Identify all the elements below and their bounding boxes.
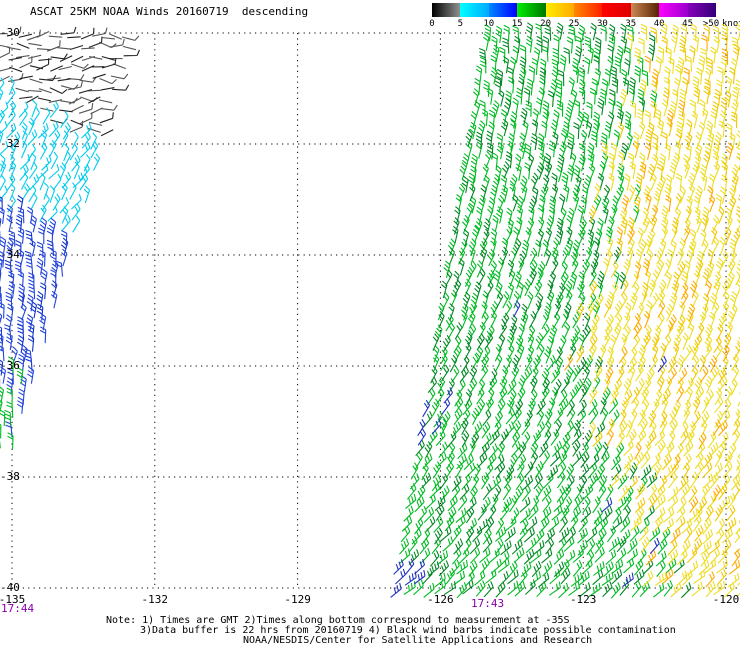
colorbar-segment (432, 3, 461, 17)
colorbar-tick-label: 5 (457, 19, 464, 29)
longitude-tick-label: -135 (0, 593, 26, 606)
chart-title: ASCAT 25KM NOAA Winds 20160719 descendin… (30, 5, 309, 18)
swath-time-label-right: 17:43 (471, 597, 505, 610)
colorbar-segment (573, 3, 603, 17)
colorbar-tick-label: 30 (596, 19, 608, 29)
colorbar-unit-label: knots (722, 19, 740, 29)
note-line-3: NOAA/NESDIS/Center for Satellite Applica… (243, 635, 593, 646)
colorbar-tick-label: 25 (568, 19, 580, 29)
colorbar-segment (687, 3, 716, 17)
colorbar-legend (432, 3, 716, 17)
colorbar-segment (460, 3, 489, 17)
latitude-tick-label: -30 (0, 26, 20, 39)
latitude-tick-label: -32 (0, 137, 20, 150)
longitude-tick-label: -123 (569, 593, 597, 606)
colorbar-segment (517, 3, 546, 17)
wind-barb-layer (390, 300, 667, 598)
wind-barb-layer (0, 26, 140, 133)
note-line-1: Note: 1) Times are GMT 2)Times along bot… (106, 615, 570, 626)
wind-barb-layer (0, 23, 677, 599)
colorbar-tick-label: 10 (483, 19, 495, 29)
wind-barb-layer (0, 77, 101, 233)
latitude-tick-label: -40 (0, 581, 20, 594)
colorbar-tick-label: 45 (682, 19, 694, 29)
wind-barb-layer (576, 24, 740, 586)
longitude-tick-label: -129 (284, 593, 311, 606)
colorbar-segment (602, 3, 631, 17)
colorbar-end-label: >50 (702, 19, 720, 29)
swath-time-label-left: 17:44 (1, 602, 35, 615)
wind-barb-layer (408, 22, 692, 599)
latitude-tick-label: -36 (0, 359, 20, 372)
wind-barb-layer (564, 34, 740, 588)
colorbar-segment (545, 3, 574, 17)
colorbar-segment (488, 3, 518, 17)
wind-barb-layer (8, 26, 141, 137)
colorbar-segment (659, 3, 688, 17)
longitude-tick-label: -120 (712, 593, 740, 606)
wind-barb-layer (0, 204, 68, 438)
colorbar-segment (630, 3, 660, 17)
longitude-tick-label: -126 (427, 593, 454, 606)
colorbar-tick-label: 15 (511, 19, 523, 29)
colorbar-tick-label: 20 (540, 19, 552, 29)
wind-barb-layer (0, 194, 69, 393)
latitude-tick-label: -34 (0, 248, 20, 261)
note-line-2: 3)Data buffer is 22 hrs from 20160719 4)… (140, 625, 676, 636)
colorbar-tick-label: 35 (625, 19, 637, 29)
colorbar-tick-label: 40 (653, 19, 665, 29)
latitude-tick-label: -38 (0, 470, 20, 483)
colorbar-tick-label: 0 (429, 19, 435, 29)
longitude-tick-label: -132 (141, 593, 169, 606)
